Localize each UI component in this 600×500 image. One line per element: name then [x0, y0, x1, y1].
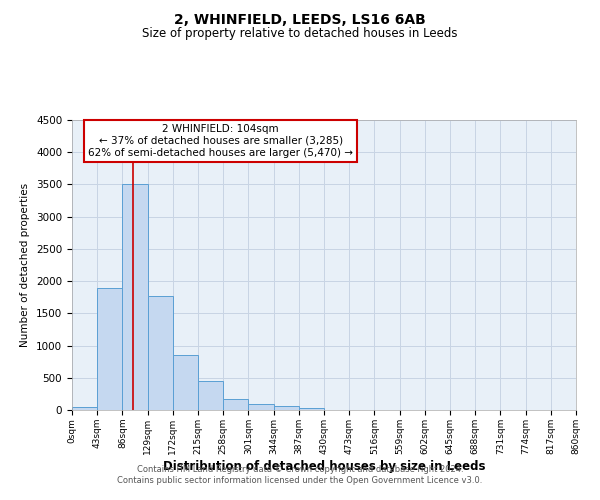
Text: Contains public sector information licensed under the Open Government Licence v3: Contains public sector information licen…	[118, 476, 482, 485]
Bar	[299, 408, 324, 410]
Bar	[248, 404, 274, 410]
Text: 2, WHINFIELD, LEEDS, LS16 6AB: 2, WHINFIELD, LEEDS, LS16 6AB	[174, 12, 426, 26]
Bar	[198, 381, 223, 410]
Y-axis label: Number of detached properties: Number of detached properties	[20, 183, 31, 347]
Text: 2 WHINFIELD: 104sqm
← 37% of detached houses are smaller (3,285)
62% of semi-det: 2 WHINFIELD: 104sqm ← 37% of detached ho…	[88, 124, 353, 158]
Bar	[72, 408, 97, 410]
Bar	[274, 406, 299, 410]
Bar	[223, 398, 248, 410]
X-axis label: Distribution of detached houses by size in Leeds: Distribution of detached houses by size …	[163, 460, 485, 472]
Bar	[148, 296, 173, 410]
Bar	[97, 288, 122, 410]
Text: Contains HM Land Registry data © Crown copyright and database right 2024.: Contains HM Land Registry data © Crown c…	[137, 465, 463, 474]
Bar	[122, 184, 148, 410]
Bar	[173, 355, 198, 410]
Text: Size of property relative to detached houses in Leeds: Size of property relative to detached ho…	[142, 28, 458, 40]
